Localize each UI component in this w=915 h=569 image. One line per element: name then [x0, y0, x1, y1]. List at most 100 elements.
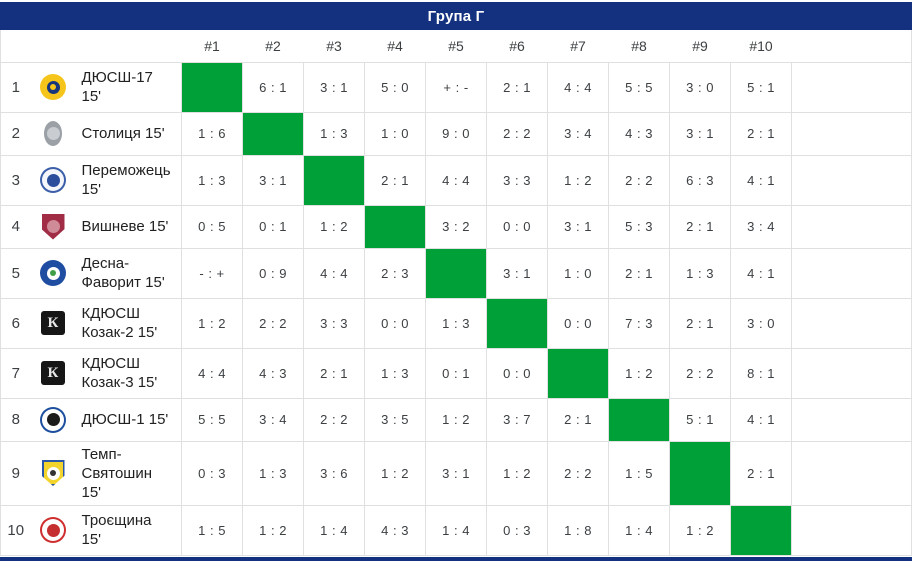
score-cell: 1 : 2: [547, 154, 609, 205]
score-cell: - : +: [181, 247, 243, 298]
dyussh-17-crest: [40, 74, 66, 100]
team-rank: 6: [0, 297, 31, 348]
vyshneve-crest: [41, 213, 65, 240]
score-cell: 0 : 0: [486, 347, 548, 398]
column-header-7: #7: [570, 37, 586, 54]
crest-inner-emblem: [46, 127, 60, 140]
score-cell: 0 : 1: [425, 347, 487, 398]
group-title: Група Г: [427, 7, 485, 25]
score-cell: 1 : 3: [242, 440, 304, 505]
score-cell: 1 : 6: [181, 111, 243, 155]
score-cell: 0 : 3: [181, 440, 243, 505]
team-name: Темп-Святошин 15': [75, 440, 182, 505]
crest-inner-emblem: [46, 220, 60, 233]
own-match-cell: [364, 204, 426, 248]
score-cell: 1 : 2: [486, 440, 548, 505]
team-rank: 3: [0, 154, 31, 205]
team-rank: 1: [0, 61, 31, 112]
own-match-cell: [181, 61, 243, 112]
own-match-cell: [547, 347, 609, 398]
score-cell: 1 : 4: [303, 504, 365, 556]
team-logo-cell: К: [30, 347, 76, 398]
score-cell: 2 : 2: [669, 347, 731, 398]
score-cell: 3 : 4: [730, 204, 792, 248]
team-rank: 8: [0, 397, 31, 441]
spacer-cell: [791, 397, 912, 441]
column-header-1: #1: [204, 37, 220, 54]
score-cell: 3 : 2: [425, 204, 487, 248]
score-cell: 3 : 4: [242, 397, 304, 441]
score-cell: 2 : 2: [547, 440, 609, 505]
score-cell: 3 : 7: [486, 397, 548, 441]
score-cell: 5 : 3: [608, 204, 670, 248]
team-name: Десна-Фаворит 15': [75, 247, 182, 298]
score-cell: 1 : 8: [547, 504, 609, 556]
score-cell: 5 : 1: [669, 397, 731, 441]
column-header-9: #9: [692, 37, 708, 54]
score-cell: 1 : 5: [608, 440, 670, 505]
team-logo-cell: [30, 154, 76, 205]
score-cell: 2 : 3: [364, 247, 426, 298]
score-cell: 1 : 2: [425, 397, 487, 441]
score-cell: 4 : 4: [181, 347, 243, 398]
crest-core-dot: [50, 270, 56, 276]
score-cell: 0 : 0: [486, 204, 548, 248]
kdyussh-kozak-3-crest: К: [41, 361, 65, 385]
score-cell: 2 : 1: [669, 204, 731, 248]
score-cell: 2 : 2: [608, 154, 670, 205]
score-cell: 6 : 3: [669, 154, 731, 205]
score-cell: 3 : 1: [547, 204, 609, 248]
own-match-cell: [608, 397, 670, 441]
team-logo-cell: [30, 111, 76, 155]
score-cell: 1 : 2: [242, 504, 304, 556]
score-cell: 1 : 2: [608, 347, 670, 398]
team-name: Столиця 15': [75, 111, 182, 155]
team-rank: 4: [0, 204, 31, 248]
crest-inner-emblem: [46, 80, 60, 94]
score-cell: 1 : 3: [181, 154, 243, 205]
score-cell: + : -: [425, 61, 487, 112]
crest-inner-emblem: [46, 173, 60, 187]
score-cell: 2 : 1: [364, 154, 426, 205]
score-cell: 1 : 2: [669, 504, 731, 556]
peremozhets-crest: [40, 167, 66, 193]
score-cell: 4 : 3: [242, 347, 304, 398]
score-cell: 2 : 1: [547, 397, 609, 441]
team-logo-cell: К: [30, 297, 76, 348]
score-cell: 7 : 3: [608, 297, 670, 348]
score-cell: 4 : 4: [547, 61, 609, 112]
team-logo-cell: [30, 61, 76, 112]
crest-core-dot: [50, 470, 56, 476]
spacer-cell: [791, 297, 912, 348]
score-cell: 3 : 3: [303, 297, 365, 348]
score-cell: 1 : 3: [364, 347, 426, 398]
score-cell: 5 : 5: [181, 397, 243, 441]
team-name: Переможець 15': [75, 154, 182, 205]
corner-cell: [1, 30, 182, 62]
score-cell: 2 : 1: [303, 347, 365, 398]
score-cell: 2 : 1: [608, 247, 670, 298]
team-name: КДЮСШ Козак-3 15': [75, 347, 182, 398]
score-cell: 9 : 0: [425, 111, 487, 155]
score-cell: 3 : 6: [303, 440, 365, 505]
trailing-header-cell: [792, 30, 912, 62]
crest-letter: К: [47, 364, 59, 381]
score-cell: 5 : 1: [730, 61, 792, 112]
score-cell: 4 : 3: [364, 504, 426, 556]
score-cell: 1 : 3: [303, 111, 365, 155]
score-cell: 4 : 1: [730, 247, 792, 298]
spacer-cell: [791, 504, 912, 556]
score-cell: 5 : 5: [608, 61, 670, 112]
troieshchyna-crest: [40, 517, 66, 543]
score-cell: 4 : 1: [730, 154, 792, 205]
team-rank: 9: [0, 440, 31, 505]
spacer-cell: [791, 154, 912, 205]
